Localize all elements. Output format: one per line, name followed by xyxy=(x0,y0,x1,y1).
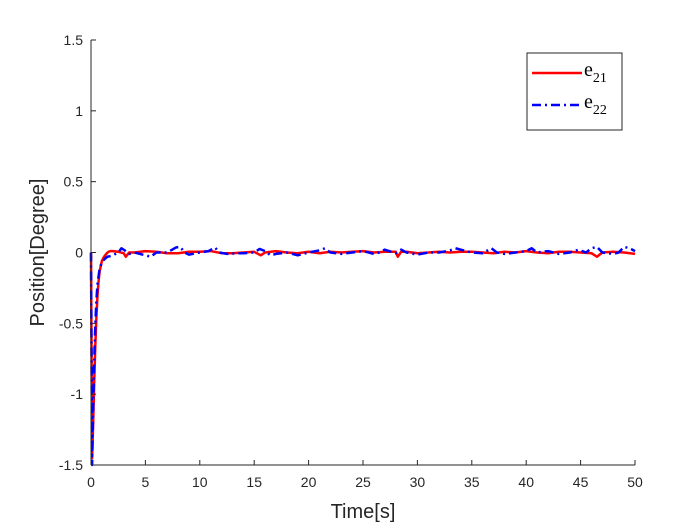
y-tick-label: 1 xyxy=(75,103,83,119)
x-tick-label: 0 xyxy=(87,474,95,490)
y-axis-title: Position[Degree] xyxy=(27,179,49,327)
legend-label-e21: e21 xyxy=(584,59,607,86)
x-tick-label: 10 xyxy=(192,474,208,490)
x-tick-label: 20 xyxy=(301,474,317,490)
legend-label-e21-subscript: 21 xyxy=(593,71,607,86)
legend: e21 e22 xyxy=(526,52,623,131)
legend-label-e21-base: e xyxy=(584,59,593,81)
x-tick-label: 15 xyxy=(246,474,262,490)
legend-label-e22-base: e xyxy=(584,91,593,113)
series-line-e22 xyxy=(89,245,636,467)
x-tick-label: 30 xyxy=(410,474,426,490)
y-tick-label: 0.5 xyxy=(64,174,84,190)
x-tick-label: 40 xyxy=(518,474,534,490)
x-tick-label: 45 xyxy=(573,474,589,490)
x-tick-label: 5 xyxy=(142,474,150,490)
x-tick-label: 35 xyxy=(464,474,480,490)
y-tick-label: 1.5 xyxy=(64,32,84,48)
x-tick-label: 50 xyxy=(627,474,643,490)
series-lines xyxy=(89,245,636,467)
x-axis-title: Time[s] xyxy=(331,501,396,523)
x-axis-ticks: 0 5 10 15 20 25 30 35 40 45 50 xyxy=(87,460,643,490)
y-tick-label: -1 xyxy=(71,386,84,402)
x-tick-label: 25 xyxy=(355,474,371,490)
y-tick-label: 0 xyxy=(75,245,83,261)
legend-label-e22-subscript: 22 xyxy=(593,103,607,118)
legend-label-e22: e22 xyxy=(584,91,607,118)
y-axis-ticks: -1.5 -1 -0.5 0 0.5 1 1.5 xyxy=(59,32,96,473)
legend-box xyxy=(526,52,623,131)
y-tick-label: -1.5 xyxy=(59,457,83,473)
y-tick-label: -0.5 xyxy=(59,315,83,331)
